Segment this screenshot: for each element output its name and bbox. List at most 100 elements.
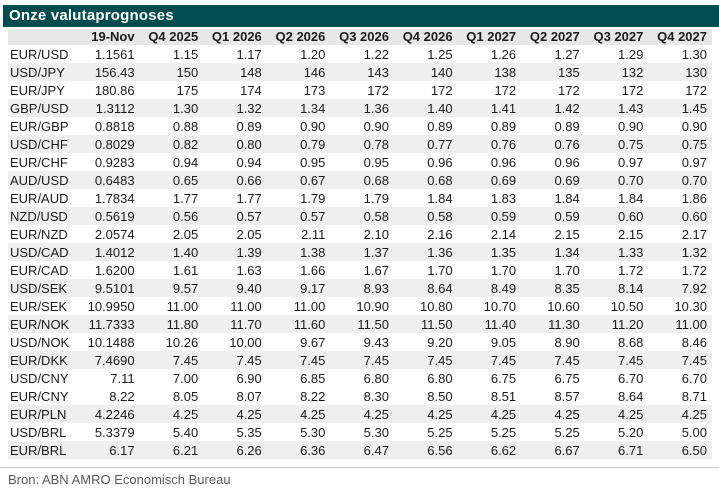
- forecast-value: 1.43: [618, 100, 644, 116]
- forecast-value: 0.96: [554, 154, 580, 170]
- forecast-value: 1.38: [300, 244, 326, 260]
- forecast-value: 11.7333: [88, 316, 135, 332]
- forecast-value: 132: [621, 64, 644, 80]
- currency-pair-label: USD/SEK: [10, 280, 68, 296]
- forecast-value: 1.22: [363, 46, 389, 62]
- currency-pair-label: EUR/NOK: [10, 316, 70, 332]
- table-row: EUR/CAD 1.6200 1.61 1.63 1.66 1.67 1.70 1.70 1.7…: [8, 261, 712, 279]
- currency-pair-label: EUR/NZD: [10, 226, 68, 242]
- forecast-value: 9.40: [236, 280, 262, 296]
- forecast-value: 7.45: [681, 352, 707, 368]
- forecast-value: 0.77: [427, 136, 453, 152]
- fx-forecast-table: 19-Nov Q4 2025 Q1 2026 Q2 2026 Q3 2026 Q4 202…: [8, 29, 712, 459]
- forecast-value: 1.84: [618, 190, 644, 206]
- forecast-value: 1.67: [363, 262, 389, 278]
- forecast-value: 5.25: [427, 424, 453, 440]
- forecast-value: 10.90: [356, 298, 389, 314]
- table-row: USD/NOK 10.1488 10.26 10.00 9.67 9.43 9.20 9.05…: [8, 333, 712, 351]
- forecast-value: 11.80: [166, 316, 199, 332]
- forecast-value: 0.65: [172, 172, 199, 188]
- forecast-value: 2.16: [427, 226, 453, 242]
- forecast-value: 5.25: [490, 424, 517, 440]
- forecast-value: 7.45: [554, 352, 580, 368]
- forecast-value: 2.15: [618, 226, 644, 242]
- forecast-value: 9.43: [363, 334, 389, 350]
- table-header: 19-Nov Q4 2025 Q1 2026 Q2 2026 Q3 2026 Q4 202…: [8, 29, 712, 45]
- forecast-value: 8.68: [618, 334, 644, 350]
- forecast-value: 1.70: [490, 262, 517, 278]
- currency-pair-label: EUR/CNY: [10, 388, 69, 404]
- forecast-value: 1.30: [172, 100, 199, 116]
- forecast-value: 7.45: [172, 352, 199, 368]
- forecast-value: 2.0574: [94, 226, 135, 242]
- forecast-value: 138: [494, 64, 517, 80]
- forecast-value: 0.89: [427, 118, 453, 134]
- forecast-value: 4.25: [236, 406, 262, 422]
- forecast-value: 7.11: [110, 370, 135, 386]
- forecast-value: 11.00: [293, 298, 326, 314]
- forecast-value: 172: [494, 82, 517, 98]
- table-row: USD/CHF 0.8029 0.82 0.80 0.79 0.78 0.77 0.76 0.7…: [8, 135, 712, 153]
- table-row: EUR/BRL 6.17 6.21 6.26 6.36 6.47 6.56 6.62 6.67 6…: [8, 441, 712, 459]
- forecast-value: 174: [240, 82, 262, 98]
- forecast-value: 11.60: [293, 316, 326, 332]
- forecast-value: 146: [303, 64, 326, 80]
- forecast-value: 1.1561: [94, 46, 135, 62]
- forecast-value: 1.77: [236, 190, 262, 206]
- currency-pair-label: EUR/DKK: [10, 352, 68, 368]
- table-title-bar: Onze valutaprognoses: [3, 5, 719, 27]
- forecast-value: 7.45: [427, 352, 453, 368]
- forecast-value: 6.70: [618, 370, 644, 386]
- currency-pair-label: USD/BRL: [10, 424, 67, 440]
- forecast-value: 1.32: [681, 244, 707, 260]
- forecast-value: 1.61: [172, 262, 199, 278]
- forecast-value: 0.88: [172, 118, 199, 134]
- forecast-value: 8.71: [681, 388, 707, 404]
- forecast-value: 2.05: [172, 226, 199, 242]
- forecast-value: 0.8029: [94, 136, 135, 152]
- forecast-value: 1.20: [300, 46, 326, 62]
- forecast-value: 0.89: [236, 118, 262, 134]
- forecast-value: 0.58: [427, 208, 453, 224]
- forecast-value: 1.72: [618, 262, 644, 278]
- forecast-value: 7.45: [300, 352, 326, 368]
- forecast-value: 1.70: [554, 262, 580, 278]
- table-row: EUR/CNY 8.22 8.05 8.07 8.22 8.30 8.50 8.51 8.57 8…: [8, 387, 712, 405]
- forecast-value: 6.75: [490, 370, 517, 386]
- forecast-value: 7.92: [681, 280, 707, 296]
- period-column-header: Q2 2026: [266, 29, 331, 45]
- forecast-value: 10.50: [610, 298, 644, 314]
- forecast-value: 5.25: [554, 424, 580, 440]
- forecast-value: 1.79: [363, 190, 389, 206]
- forecast-value: 0.58: [363, 208, 389, 224]
- forecast-value: 1.40: [427, 100, 453, 116]
- forecast-value: 7.4690: [94, 352, 135, 368]
- forecast-value: 1.3112: [95, 100, 135, 116]
- forecast-value: 0.76: [490, 136, 517, 152]
- forecast-value: 0.68: [427, 172, 453, 188]
- forecast-value: 0.75: [681, 136, 707, 152]
- table-row: NZD/USD 0.5619 0.56 0.57 0.57 0.58 0.58 0.59 0.5…: [8, 207, 712, 225]
- forecast-value: 0.76: [554, 136, 580, 152]
- table-row: USD/CAD 1.4012 1.40 1.39 1.38 1.37 1.36 1.35 1.3…: [8, 243, 712, 261]
- page-title: Onze valutaprognoses: [9, 7, 174, 24]
- forecast-value: 0.94: [172, 154, 199, 170]
- forecast-value: 6.26: [236, 442, 262, 458]
- forecast-value: 1.32: [236, 100, 262, 116]
- table-row: USD/JPY 156.43 150 148 146 143 140 138 135 132 130: [8, 63, 712, 81]
- forecast-value: 10.1488: [87, 334, 135, 350]
- forecast-value: 0.56: [172, 208, 199, 224]
- currency-pair-label: GBP/USD: [10, 100, 69, 116]
- pair-column-header: [8, 29, 76, 45]
- forecast-value: 135: [558, 64, 580, 80]
- forecast-value: 2.05: [236, 226, 262, 242]
- forecast-value: 0.95: [300, 154, 326, 170]
- forecast-value: 11.70: [230, 316, 262, 332]
- forecast-value: 0.60: [618, 208, 644, 224]
- forecast-value: 6.80: [427, 370, 453, 386]
- forecast-value: 0.78: [363, 136, 389, 152]
- currency-pair-label: AUD/USD: [10, 172, 69, 188]
- forecast-value: 0.57: [236, 208, 262, 224]
- forecast-value: 9.05: [490, 334, 517, 350]
- period-column-header: Q3 2026: [330, 29, 394, 45]
